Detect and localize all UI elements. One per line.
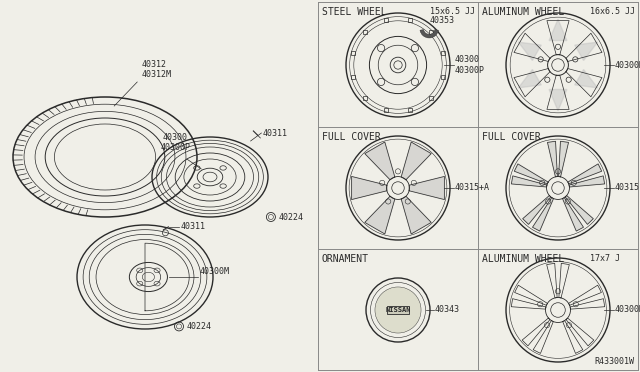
Bar [387, 305, 409, 314]
Polygon shape [570, 299, 605, 309]
Polygon shape [365, 142, 395, 180]
Text: 17x7 J: 17x7 J [590, 254, 620, 263]
Text: 40343: 40343 [435, 305, 460, 314]
Circle shape [545, 298, 570, 323]
Text: 40224: 40224 [187, 322, 212, 331]
Polygon shape [559, 263, 570, 298]
Text: 40300M: 40300M [200, 267, 229, 276]
Polygon shape [565, 196, 593, 224]
Polygon shape [547, 263, 557, 298]
Text: FULL COVER: FULL COVER [322, 132, 381, 142]
Text: ORNAMENT: ORNAMENT [322, 254, 369, 264]
Polygon shape [566, 68, 602, 97]
Polygon shape [532, 198, 554, 231]
Polygon shape [409, 176, 444, 199]
Polygon shape [351, 176, 387, 199]
Polygon shape [515, 164, 548, 184]
Text: ALUMINUM WHEEL: ALUMINUM WHEEL [482, 254, 564, 264]
Circle shape [387, 177, 410, 199]
Polygon shape [533, 321, 554, 353]
Text: NISSAN: NISSAN [385, 307, 411, 313]
Polygon shape [514, 33, 550, 61]
Text: R433001W: R433001W [594, 357, 634, 366]
Polygon shape [547, 141, 557, 177]
Text: 40353: 40353 [430, 16, 455, 25]
Polygon shape [401, 142, 431, 180]
Text: 40312
40312M: 40312 40312M [142, 60, 172, 79]
Wedge shape [420, 30, 438, 38]
Polygon shape [563, 321, 583, 353]
Polygon shape [575, 70, 598, 88]
Text: 40300
40300P: 40300 40300P [160, 132, 190, 152]
Polygon shape [401, 196, 431, 234]
Polygon shape [145, 243, 189, 311]
Circle shape [547, 177, 570, 199]
Text: 40315: 40315 [615, 183, 640, 192]
Circle shape [548, 55, 568, 76]
Text: ALUMINUM WHEEL: ALUMINUM WHEEL [482, 7, 564, 17]
Text: 40300
40300P: 40300 40300P [455, 55, 485, 75]
Polygon shape [518, 42, 541, 61]
Polygon shape [549, 19, 567, 41]
Polygon shape [568, 285, 602, 305]
Polygon shape [511, 299, 546, 309]
Polygon shape [515, 285, 547, 305]
Polygon shape [566, 318, 594, 346]
Polygon shape [523, 196, 551, 224]
Polygon shape [365, 196, 395, 234]
Text: 40224: 40224 [279, 212, 304, 221]
Polygon shape [559, 141, 568, 177]
Polygon shape [566, 33, 602, 61]
Polygon shape [549, 89, 567, 111]
Text: 40300M: 40300M [615, 305, 640, 314]
Polygon shape [575, 42, 598, 61]
Polygon shape [518, 70, 541, 88]
Polygon shape [514, 68, 550, 97]
Polygon shape [522, 318, 550, 346]
Polygon shape [511, 176, 547, 187]
Text: STEEL WHEEL: STEEL WHEEL [322, 7, 387, 17]
Polygon shape [568, 164, 602, 184]
Polygon shape [569, 176, 605, 187]
Polygon shape [547, 75, 569, 109]
Circle shape [375, 287, 421, 333]
Text: 40311: 40311 [262, 128, 287, 138]
Text: 40315+A: 40315+A [455, 183, 490, 192]
Text: 40311: 40311 [180, 222, 205, 231]
Text: 40300M: 40300M [615, 61, 640, 70]
Text: FULL COVER: FULL COVER [482, 132, 541, 142]
Polygon shape [547, 20, 569, 55]
Polygon shape [563, 198, 584, 231]
Text: 15x6.5 JJ: 15x6.5 JJ [430, 7, 475, 16]
Text: 16x6.5 JJ: 16x6.5 JJ [590, 7, 635, 16]
